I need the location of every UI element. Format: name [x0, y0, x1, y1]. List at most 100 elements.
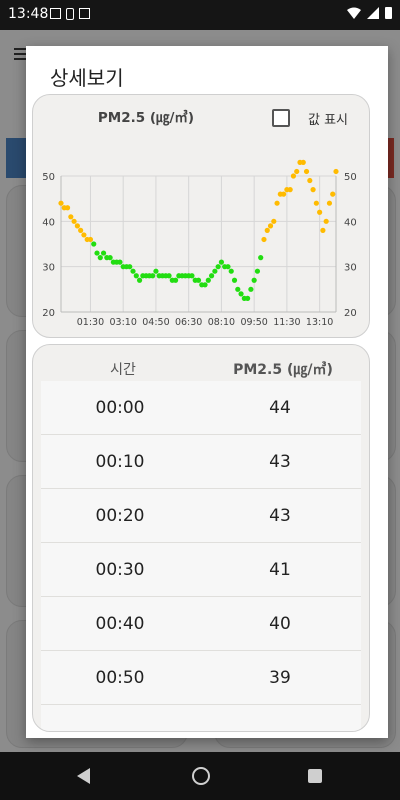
- data-point: [127, 264, 133, 270]
- data-point: [153, 268, 159, 274]
- data-point: [313, 200, 319, 206]
- data-table[interactable]: 00:00 44 00:10 43 00:20 43 00:30 41 00:40 40 …: [41, 381, 361, 731]
- data-point: [300, 159, 306, 165]
- data-point: [64, 205, 71, 211]
- time-cell: 00:10: [95, 451, 145, 472]
- back-icon[interactable]: [77, 768, 90, 784]
- x-tick-label: 08:10: [208, 317, 235, 328]
- time-cell: 00:30: [95, 559, 145, 580]
- data-point: [254, 268, 261, 274]
- chart-card: [32, 94, 370, 338]
- data-point: [215, 264, 221, 270]
- data-point: [202, 282, 208, 288]
- data-point: [81, 232, 87, 238]
- data-point: [117, 259, 123, 265]
- data-point: [58, 200, 64, 206]
- battery-icon: [385, 7, 392, 19]
- pm25-cell: 41: [269, 559, 291, 580]
- show-values-label[interactable]: 값 표시: [308, 113, 349, 128]
- table-row[interactable]: 00:20 43: [41, 489, 361, 543]
- table-row[interactable]: 00:00 44: [41, 381, 361, 435]
- y-tick-label-left: 40: [42, 217, 55, 228]
- x-tick-label: 11:30: [273, 317, 300, 328]
- data-point: [172, 277, 179, 283]
- data-point: [94, 250, 100, 256]
- data-point: [166, 273, 172, 279]
- data-point: [281, 191, 287, 197]
- data-point: [251, 277, 257, 283]
- phone-notification-icon: [66, 8, 74, 20]
- data-point: [107, 255, 113, 261]
- data-point: [218, 259, 225, 265]
- data-point: [320, 227, 326, 233]
- pm25-cell: 43: [269, 505, 291, 526]
- data-point: [212, 268, 218, 274]
- table-row[interactable]: 00:30 41: [41, 543, 361, 597]
- status-right-icons: [347, 7, 392, 19]
- data-point: [261, 236, 267, 243]
- x-tick-label: 03:10: [110, 317, 137, 328]
- status-time: 13:48: [8, 6, 49, 22]
- data-point: [97, 255, 103, 261]
- data-point: [130, 268, 136, 274]
- data-point: [310, 187, 316, 193]
- pm25-column-header: PM2.5 (㎍/㎥): [233, 362, 333, 378]
- data-point: [271, 218, 277, 224]
- background-blue-block: [6, 138, 28, 178]
- table-row[interactable]: 00:10 43: [41, 435, 361, 489]
- data-point: [235, 286, 241, 292]
- y-tick-label-left: 50: [42, 172, 55, 183]
- app-notification-icon: [79, 8, 90, 19]
- data-point: [87, 236, 94, 243]
- recent-apps-icon[interactable]: [308, 769, 322, 783]
- data-point: [238, 291, 244, 297]
- time-cell: 00:20: [95, 505, 145, 526]
- data-point: [189, 273, 195, 279]
- y-tick-label-right: 20: [344, 308, 357, 319]
- x-tick-label: 13:10: [306, 317, 333, 328]
- data-point: [100, 250, 107, 256]
- data-point: [136, 277, 143, 283]
- data-point: [68, 214, 74, 220]
- detail-dialog: 상세보기 PM2.5 (㎍/㎥) 값 표시 20 20 30 30 40 40 50 50 01…: [26, 46, 388, 738]
- data-point: [231, 277, 238, 283]
- data-point: [294, 168, 300, 175]
- data-point: [208, 273, 215, 279]
- table-row[interactable]: 00:50 39: [41, 651, 361, 705]
- data-point: [71, 218, 77, 224]
- data-point: [91, 241, 97, 247]
- data-point: [225, 264, 231, 270]
- pm25-cell: 40: [269, 613, 291, 634]
- table-row[interactable]: 00:40 40: [41, 597, 361, 651]
- table-row[interactable]: [41, 705, 361, 731]
- data-point: [195, 277, 202, 283]
- data-point: [78, 227, 84, 233]
- wifi-icon: [347, 7, 361, 19]
- x-tick-label: 01:30: [77, 317, 104, 328]
- show-values-checkbox[interactable]: [272, 109, 290, 127]
- status-bar: 13:48: [0, 0, 400, 30]
- data-point: [323, 218, 329, 224]
- data-point: [326, 200, 333, 206]
- data-point: [258, 255, 264, 261]
- pm25-chart: 20 20 30 30 40 40 50 50 01:30 03:10 04:50 06:30 08:1…: [42, 159, 357, 328]
- navigation-bar: [0, 752, 400, 800]
- pm25-cell: 43: [269, 451, 291, 472]
- pm25-cell: 39: [269, 667, 291, 688]
- data-point: [133, 273, 139, 279]
- y-tick-label-right: 40: [344, 217, 357, 228]
- data-point: [264, 227, 270, 233]
- data-point: [317, 209, 323, 215]
- time-cell: 00:40: [95, 613, 145, 634]
- data-point: [333, 168, 339, 175]
- y-tick-label-right: 50: [344, 172, 357, 183]
- data-point: [290, 173, 297, 179]
- status-notification-icons: [50, 8, 90, 20]
- chart-title: PM2.5 (㎍/㎥): [97, 110, 195, 126]
- image-notification-icon: [50, 8, 61, 19]
- home-icon[interactable]: [192, 767, 210, 785]
- data-point: [287, 187, 293, 193]
- data-point: [307, 177, 313, 184]
- menu-icon: [14, 48, 28, 50]
- data-point: [245, 295, 251, 301]
